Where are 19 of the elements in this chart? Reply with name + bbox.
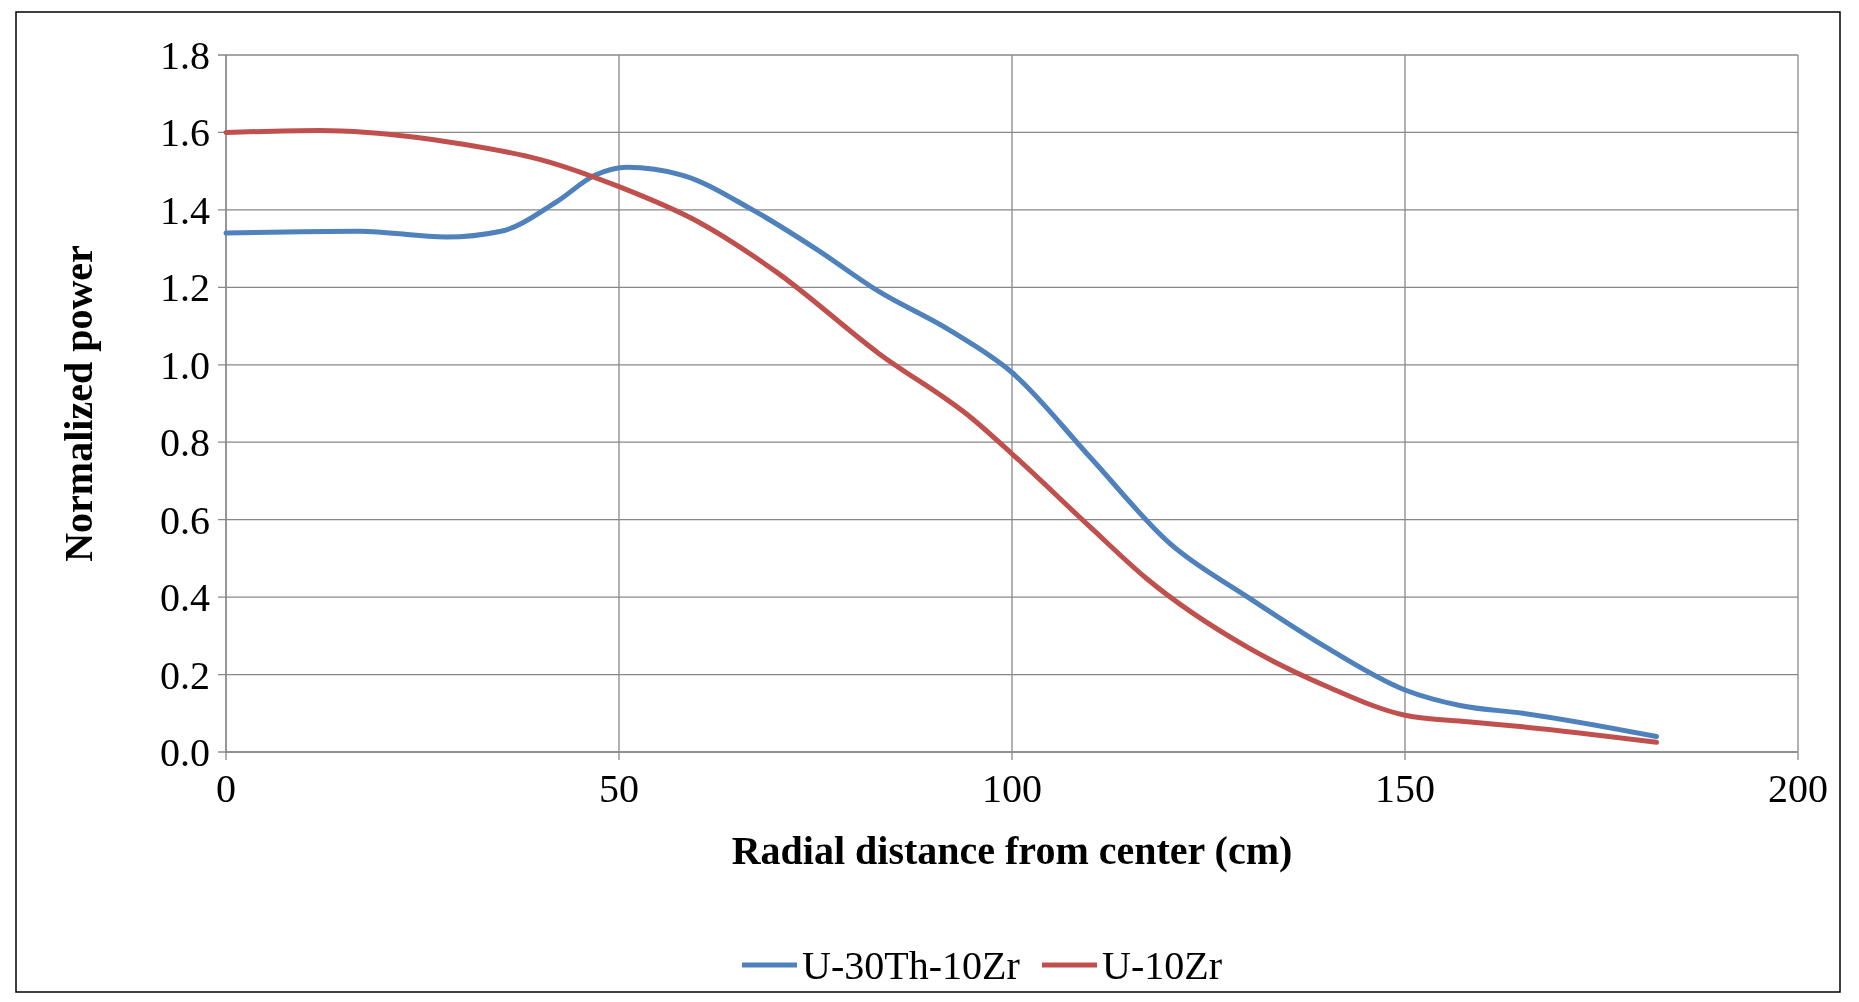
x-axis-title: Radial distance from center (cm) — [731, 828, 1293, 873]
y-tick-label: 0.8 — [160, 420, 210, 466]
legend-label: U-30Th-10Zr — [802, 943, 1020, 988]
x-tick-label: 150 — [1375, 766, 1435, 811]
y-tick-label: 1.8 — [160, 33, 210, 78]
x-tick-label: 100 — [982, 766, 1042, 811]
y-tick-label: 0.6 — [160, 497, 210, 543]
y-tick-label: 1.4 — [160, 187, 210, 233]
x-tick-label: 200 — [1768, 766, 1828, 811]
y-tick-label: 0.0 — [160, 730, 210, 775]
y-tick-label: 0.4 — [160, 575, 210, 621]
y-tick-label: 1.0 — [160, 342, 210, 388]
y-axis-title: Normalized power — [56, 245, 101, 562]
x-tick-label: 0 — [216, 766, 236, 811]
y-tick-label: 0.2 — [160, 652, 210, 698]
y-tick-label: 1.2 — [160, 265, 210, 311]
y-tick-label: 1.6 — [160, 110, 210, 156]
legend-label: U-10Zr — [1102, 943, 1222, 988]
x-tick-label: 50 — [599, 766, 639, 811]
